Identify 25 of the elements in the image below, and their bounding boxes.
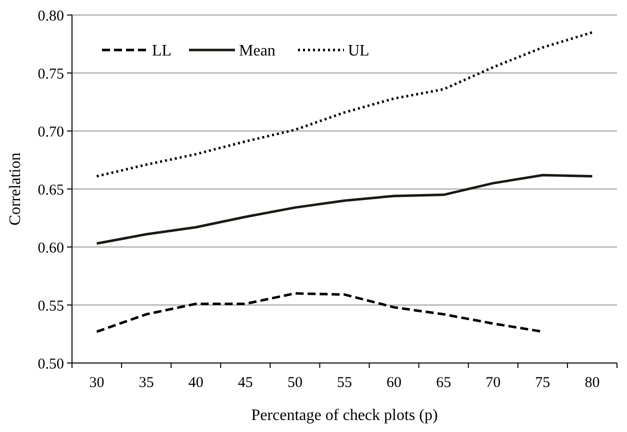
x-tick-label: 30 <box>89 375 104 391</box>
x-tick-label: 40 <box>188 375 204 391</box>
y-tick-label: 0.65 <box>38 182 64 198</box>
x-tick-label: 80 <box>584 375 600 391</box>
x-tick-label: 70 <box>486 375 501 391</box>
x-tick-label: 55 <box>337 375 352 391</box>
x-tick-label: 50 <box>287 375 302 391</box>
x-tick-label: 35 <box>138 375 154 391</box>
x-tick-label: 45 <box>238 375 253 391</box>
y-axis-title: Correlation <box>7 152 24 226</box>
legend-label: UL <box>348 42 370 60</box>
y-tick-label: 0.50 <box>38 356 64 372</box>
y-tick-label: 0.60 <box>38 240 64 256</box>
x-axis-title: Percentage of check plots (p) <box>251 407 438 424</box>
x-tick-label: 75 <box>535 375 550 391</box>
y-tick-label: 0.55 <box>38 298 64 314</box>
legend-label: LL <box>152 42 172 60</box>
y-tick-label: 0.80 <box>38 8 64 24</box>
y-tick-label: 0.75 <box>38 66 64 82</box>
line-series <box>96 31 594 178</box>
line-series <box>96 174 594 245</box>
legend-label: Mean <box>239 42 276 60</box>
x-tick-label: 65 <box>436 375 452 391</box>
y-tick-label: 0.70 <box>38 124 64 140</box>
x-tick-label: 60 <box>386 375 402 391</box>
